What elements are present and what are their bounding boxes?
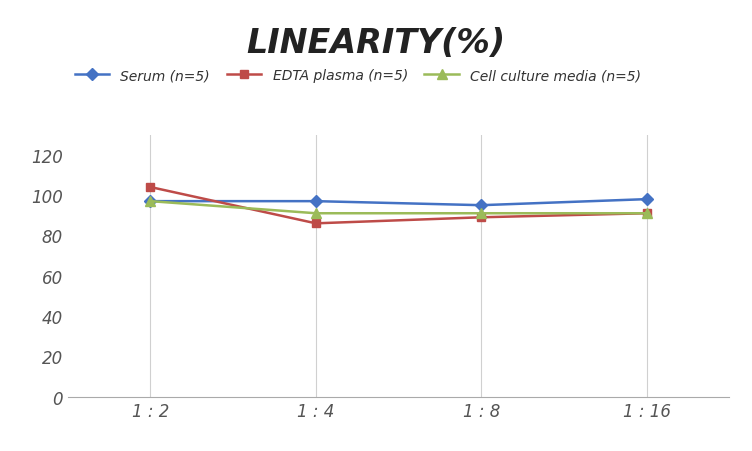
Serum (n=5) [642,197,651,202]
Line: EDTA plasma (n=5): EDTA plasma (n=5) [146,184,651,228]
Legend: Serum (n=5), EDTA plasma (n=5), Cell culture media (n=5): Serum (n=5), EDTA plasma (n=5), Cell cul… [74,69,641,83]
Cell culture media (n=5) [311,211,320,216]
Line: Cell culture media (n=5): Cell culture media (n=5) [146,197,651,219]
Text: LINEARITY(%): LINEARITY(%) [247,27,505,60]
Serum (n=5) [477,203,486,208]
Serum (n=5) [311,199,320,204]
Cell culture media (n=5) [146,199,155,204]
Line: Serum (n=5): Serum (n=5) [146,196,651,210]
Cell culture media (n=5) [477,211,486,216]
EDTA plasma (n=5) [311,221,320,226]
EDTA plasma (n=5) [642,211,651,216]
Serum (n=5) [146,199,155,204]
EDTA plasma (n=5) [477,215,486,221]
EDTA plasma (n=5) [146,185,155,190]
Cell culture media (n=5) [642,211,651,216]
